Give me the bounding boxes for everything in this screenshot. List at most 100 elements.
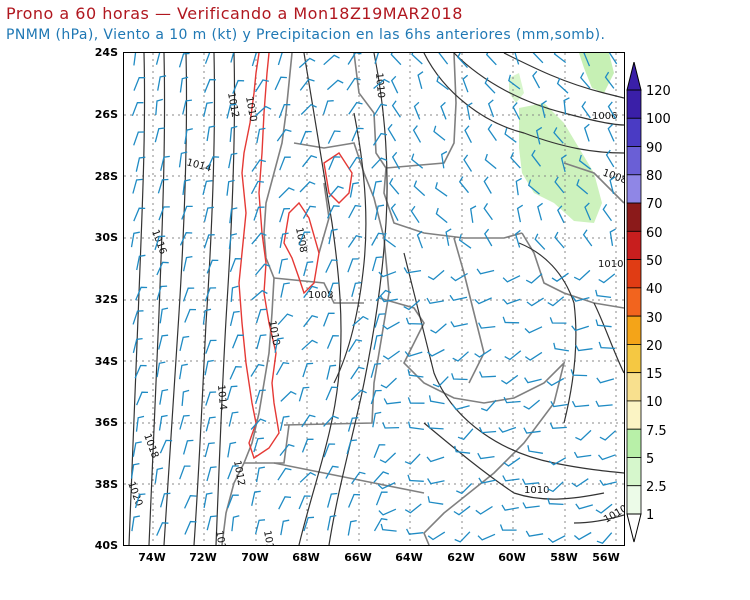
- colorbar-label: 15: [646, 367, 663, 382]
- wind-barb: [521, 478, 540, 485]
- wind-barb: [251, 232, 267, 245]
- wind-barb: [348, 156, 363, 170]
- wind-barb: [158, 206, 170, 221]
- wind-barb: [155, 53, 161, 65]
- wind-barb: [135, 156, 146, 172]
- wind-barb: [159, 492, 171, 508]
- wind-barb: [596, 532, 613, 544]
- wind-barb: [182, 439, 194, 455]
- wind-barb: [510, 152, 521, 169]
- isobar-label: 1014: [215, 384, 228, 410]
- wind-barb: [154, 467, 164, 484]
- wind-barb: [501, 374, 519, 385]
- wind-barb: [303, 314, 319, 328]
- wind-barb: [573, 451, 592, 459]
- wind-barb: [508, 74, 521, 90]
- wind-barb: [547, 535, 566, 543]
- wind-barb: [375, 289, 392, 302]
- wind-barb: [132, 337, 143, 354]
- wind-barb: [205, 416, 216, 432]
- wind-barb: [251, 490, 261, 506]
- wind-barb: [514, 229, 521, 248]
- wind-barb: [135, 286, 148, 301]
- wind-barb: [301, 155, 318, 168]
- wind-barb: [254, 389, 266, 404]
- colorbar-box: [626, 146, 642, 176]
- isobar-label: 1010: [373, 72, 386, 98]
- lon-label: 70W: [241, 551, 269, 564]
- wind-barb: [276, 129, 292, 142]
- wind-barb: [229, 125, 238, 142]
- wind-barb: [350, 366, 365, 380]
- isobar-label: 1010: [598, 259, 623, 270]
- wind-barb: [230, 285, 239, 302]
- wind-barb: [535, 126, 543, 145]
- wind-barb: [464, 125, 472, 143]
- wind-barb: [504, 350, 522, 361]
- wind-barb: [405, 317, 423, 325]
- wind-barb: [378, 271, 397, 278]
- wind-barb: [595, 289, 612, 299]
- wind-barb: [580, 72, 591, 89]
- wind-barb: [179, 76, 189, 93]
- wind-barb: [547, 497, 564, 506]
- colorbar-label: 50: [646, 254, 663, 269]
- wind-barb: [279, 415, 290, 431]
- wind-barb: [256, 334, 267, 350]
- wind-barb: [451, 373, 468, 381]
- wind-barb: [350, 389, 367, 401]
- wind-barb: [583, 123, 590, 142]
- wind-barb: [407, 474, 424, 482]
- wind-barb: [179, 465, 191, 480]
- wind-barb: [279, 443, 295, 457]
- wind-barb: [184, 520, 197, 535]
- wind-barb: [456, 483, 473, 495]
- wind-barb: [499, 524, 517, 531]
- wind-barb: [436, 75, 449, 91]
- wind-barb: [327, 130, 341, 144]
- wind-barb: [229, 310, 240, 327]
- wind-barb: [178, 363, 188, 380]
- wind-barb: [457, 53, 468, 69]
- wind-barb: [253, 206, 265, 221]
- wind-barb: [372, 411, 382, 428]
- wind-barb: [380, 523, 397, 532]
- wind-barb: [556, 77, 569, 94]
- wind-barb: [205, 339, 217, 354]
- wind-barb: [454, 531, 471, 543]
- wind-barb: [602, 203, 613, 222]
- wind-barb: [371, 232, 385, 246]
- precip-area-2: [519, 103, 602, 223]
- wind-barb: [373, 517, 388, 532]
- wind-barb: [609, 176, 616, 195]
- wind-barb: [227, 441, 237, 458]
- wind-barb: [458, 176, 470, 194]
- wind-barb: [250, 180, 264, 195]
- wind-barb: [466, 102, 473, 120]
- wind-barb: [159, 307, 169, 324]
- wind-barb: [181, 205, 193, 220]
- lon-label: 66W: [344, 551, 372, 564]
- wind-barb: [476, 268, 495, 275]
- wind-barb: [440, 101, 447, 120]
- wind-barb: [274, 337, 284, 353]
- wind-barb: [583, 53, 591, 67]
- colorbar-box: [626, 428, 642, 458]
- wind-barb: [347, 519, 357, 536]
- wind-barb: [298, 386, 310, 402]
- wind-barb: [514, 53, 520, 65]
- wind-barb: [255, 263, 271, 276]
- wind-barb: [390, 53, 402, 66]
- wind-barb: [298, 231, 311, 246]
- isobar-label: 1010: [243, 96, 258, 123]
- wind-barb: [327, 514, 337, 531]
- wind-barb: [131, 102, 144, 117]
- wind-barb: [226, 385, 238, 401]
- wind-barb: [203, 234, 215, 249]
- wind-barb: [374, 204, 385, 221]
- wind-barb: [159, 388, 169, 405]
- wind-barb: [133, 53, 137, 66]
- wind-barb: [227, 494, 239, 509]
- red-contour-sierras: [283, 201, 320, 295]
- wind-barb: [413, 180, 426, 197]
